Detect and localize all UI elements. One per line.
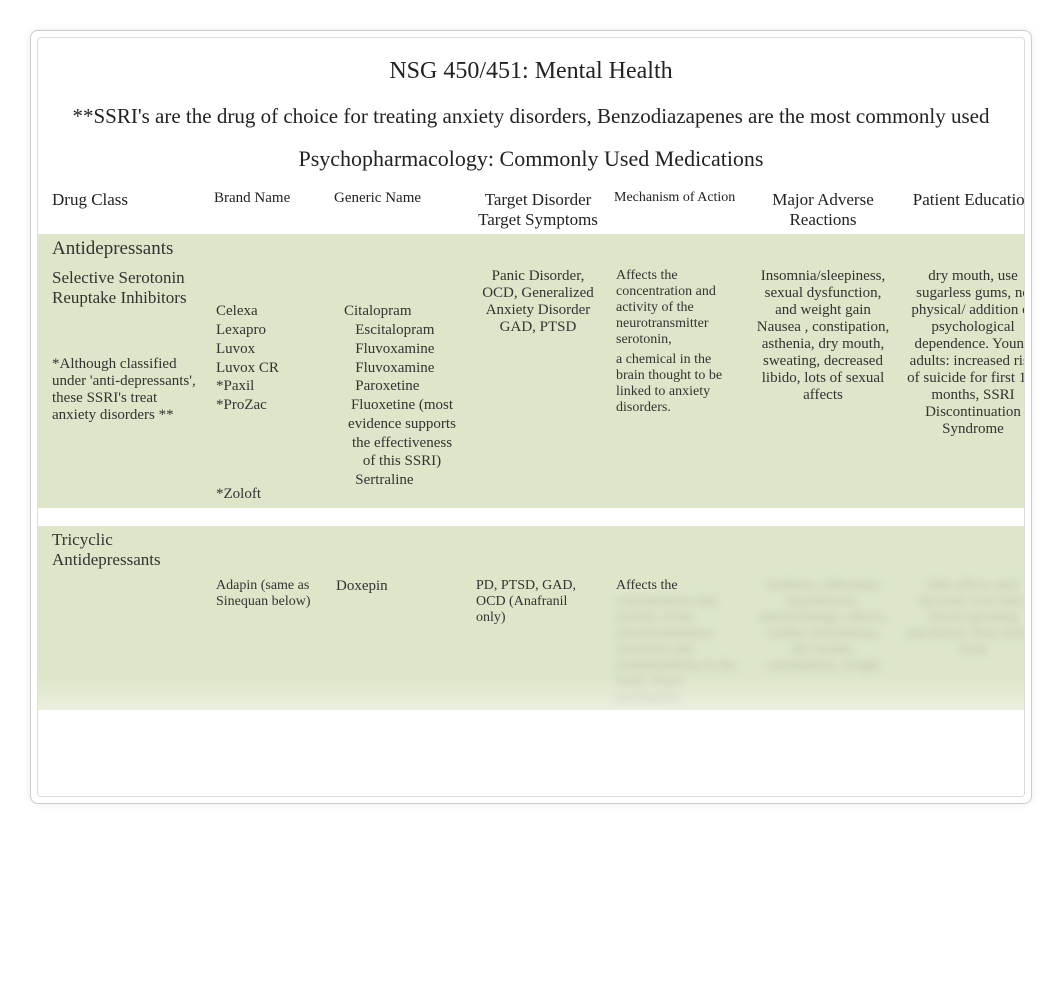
category-label: Antidepressants	[38, 234, 1025, 264]
brand-item: Luvox CR	[216, 359, 320, 378]
generic-item: Fluoxetine (most evidence supports the e…	[344, 396, 460, 471]
generic-item: Citalopram	[344, 302, 460, 321]
cell-ssri-generics: Citalopram Escitalopram Fluvoxamine Fluv…	[328, 264, 468, 507]
generic-item: Fluvoxamine	[344, 340, 460, 359]
medications-table: Drug Class Brand Name Generic Name Targe…	[38, 186, 1025, 709]
section-title: Psychopharmacology: Commonly Used Medica…	[38, 146, 1024, 172]
ssri-mech-1: Affects the concentration and activity o…	[616, 268, 740, 348]
cell-ssri-class: Selective Serotonin Reuptake Inhibitors …	[38, 264, 208, 507]
table-row-ssri: Selective Serotonin Reuptake Inhibitors …	[38, 264, 1025, 507]
col-header-brand-name: Brand Name	[208, 186, 328, 234]
page-title: NSG 450/451: Mental Health	[38, 58, 1024, 85]
brand-item: *ProZac	[216, 396, 320, 415]
generic-item: Escitalopram	[344, 321, 460, 340]
table-header-row: Drug Class Brand Name Generic Name Targe…	[38, 186, 1025, 234]
category-row-antidepressants: Antidepressants	[38, 234, 1025, 264]
generic-item: Fluvoxamine	[344, 359, 460, 378]
document-outer-frame: NSG 450/451: Mental Health **SSRI's are …	[30, 30, 1032, 804]
tricyclic-adverse-blurred: Sedation, orthostatic hypotension, antic…	[756, 578, 890, 674]
cell-ssri-adverse: Insomnia/sleepiness, sexual dysfunction,…	[748, 264, 898, 507]
page-subtitle: **SSRI's are the drug of choice for trea…	[68, 103, 994, 130]
brand-item-zoloft: *Zoloft	[216, 485, 320, 504]
tricyclic-mech-visible: Affects the	[616, 578, 740, 594]
brand-item: Luvox	[216, 340, 320, 359]
tricyclic-mech-blurred: concentration and activity of the neurot…	[616, 594, 740, 706]
gap-row	[38, 508, 1025, 526]
table-row-tricyclic-header: Tricyclic Antidepressants	[38, 526, 1025, 574]
brand-item: *Paxil	[216, 377, 320, 396]
cell-ssri-education: dry mouth, use sugarless gums, no physic…	[898, 264, 1025, 507]
col-header-drug-class: Drug Class	[38, 186, 208, 234]
ssri-class-name: Selective Serotonin Reuptake Inhibitors	[52, 268, 200, 308]
cell-ssri-target: Panic Disorder, OCD, Generalized Anxiety…	[468, 264, 608, 507]
cell-ssri-brands: Celexa Lexapro Luvox Luvox CR *Paxil *Pr…	[208, 264, 328, 507]
col-header-generic-name: Generic Name	[328, 186, 468, 234]
col-header-mechanism: Mechanism of Action	[608, 186, 748, 234]
tricyclic-edu-blurred: Side effects may decrease over time. Avo…	[906, 578, 1025, 658]
cell-tricyclic-brand: Adapin (same as Sinequan below)	[208, 574, 328, 710]
tricyclic-class-name: Tricyclic Antidepressants	[52, 530, 161, 569]
cell-tricyclic-education: Side effects may decrease over time. Avo…	[898, 574, 1025, 710]
cell-tricyclic-adverse: Sedation, orthostatic hypotension, antic…	[748, 574, 898, 710]
ssri-mech-2: a chemical in the brain thought to be li…	[616, 352, 740, 416]
document-inner-frame: NSG 450/451: Mental Health **SSRI's are …	[37, 37, 1025, 797]
cell-tricyclic-target: PD, PTSD, GAD, OCD (Anafranil only)	[468, 574, 608, 710]
ssri-brand-list: Celexa Lexapro Luvox Luvox CR *Paxil *Pr…	[216, 302, 320, 503]
table-row-tricyclic-data: Adapin (same as Sinequan below) Doxepin …	[38, 574, 1025, 710]
brand-item: Celexa	[216, 302, 320, 321]
generic-item: Paroxetine	[344, 377, 460, 396]
brand-item: Lexapro	[216, 321, 320, 340]
ssri-generic-list: Citalopram Escitalopram Fluvoxamine Fluv…	[336, 302, 460, 490]
col-header-adverse: Major Adverse Reactions	[748, 186, 898, 234]
cell-ssri-mechanism: Affects the concentration and activity o…	[608, 264, 748, 507]
cell-tricyclic-mechanism: Affects the concentration and activity o…	[608, 574, 748, 710]
col-header-education: Patient Education	[898, 186, 1025, 234]
generic-item-sertraline: Sertraline	[344, 471, 460, 490]
col-header-target: Target Disorder Target Symptoms	[468, 186, 608, 234]
cell-tricyclic-class: Tricyclic Antidepressants	[38, 526, 208, 574]
cell-tricyclic-generic: Doxepin	[328, 574, 468, 710]
ssri-class-note: *Although classified under 'anti-depress…	[52, 356, 200, 424]
